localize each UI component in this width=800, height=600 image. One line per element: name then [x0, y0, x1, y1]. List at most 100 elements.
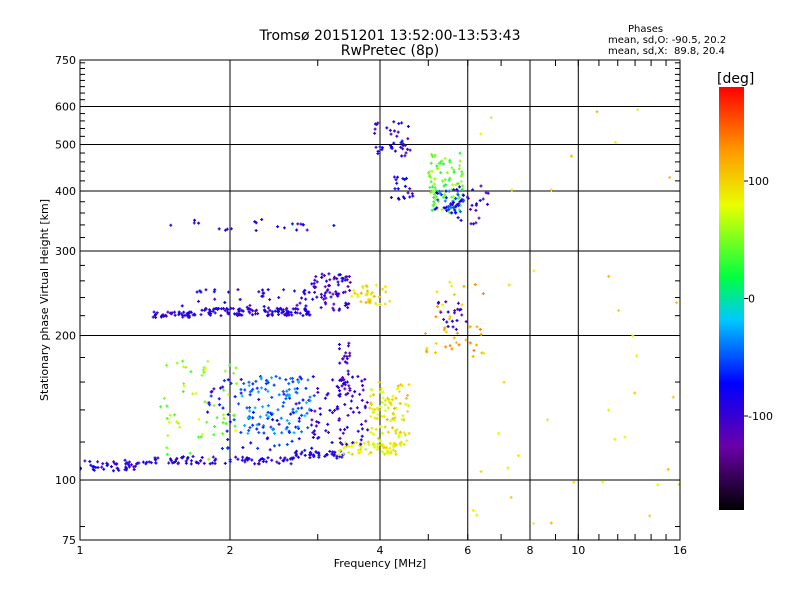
- data-point: [167, 420, 171, 424]
- data-point: [400, 139, 404, 143]
- data-point: [400, 121, 404, 125]
- data-point: [254, 379, 258, 383]
- data-point: [299, 377, 303, 381]
- data-point: [430, 153, 434, 157]
- data-point: [277, 422, 281, 426]
- data-point: [383, 409, 387, 413]
- data-point: [285, 442, 289, 446]
- data-point: [178, 425, 182, 429]
- data-point: [444, 183, 448, 187]
- data-point: [392, 141, 396, 145]
- data-point: [311, 297, 315, 301]
- data-point: [282, 288, 286, 292]
- data-point: [207, 401, 211, 405]
- data-point: [319, 306, 323, 310]
- data-point: [399, 440, 403, 444]
- data-point: [362, 441, 366, 445]
- data-point: [276, 312, 280, 316]
- chart-subtitle: RwPretec (8p): [340, 43, 440, 59]
- data-point: [261, 405, 265, 409]
- data-point: [254, 229, 258, 233]
- data-point: [258, 415, 262, 419]
- x-tick-label: 16: [673, 544, 687, 557]
- data-point: [506, 466, 510, 470]
- data-point: [392, 120, 396, 124]
- data-point: [347, 302, 351, 306]
- data-point: [356, 448, 360, 452]
- colorbar: [719, 87, 744, 510]
- data-point: [219, 314, 223, 318]
- data-point: [206, 410, 210, 414]
- data-point: [344, 393, 348, 397]
- data-point: [324, 296, 328, 300]
- data-point: [337, 418, 341, 422]
- data-point: [343, 360, 347, 364]
- data-point: [442, 317, 446, 321]
- data-point: [433, 192, 437, 196]
- data-point: [357, 451, 361, 455]
- data-point: [432, 196, 436, 200]
- data-point: [219, 307, 223, 311]
- data-point: [202, 368, 206, 372]
- data-point: [303, 448, 307, 452]
- data-point: [221, 406, 225, 410]
- data-point: [430, 169, 434, 173]
- axis-ticks: [79, 60, 681, 540]
- data-point: [326, 422, 330, 426]
- data-point: [272, 383, 276, 387]
- data-point: [92, 465, 96, 469]
- data-point: [364, 293, 368, 297]
- data-point: [453, 208, 457, 212]
- data-point: [338, 436, 342, 440]
- data-point: [344, 301, 348, 305]
- data-point: [285, 419, 289, 423]
- data-point: [356, 429, 360, 433]
- y-tick-labels: 75 100 200 300 400 500 600 750: [55, 54, 76, 547]
- data-point: [359, 442, 363, 446]
- data-point: [367, 452, 371, 456]
- data-point: [633, 391, 637, 395]
- data-point: [345, 275, 349, 279]
- data-point: [254, 312, 258, 316]
- data-point: [207, 457, 211, 461]
- data-point: [266, 389, 270, 393]
- data-point: [391, 394, 395, 398]
- data-point: [338, 361, 342, 365]
- data-point: [441, 162, 445, 166]
- data-point: [180, 304, 184, 308]
- data-point: [401, 414, 405, 418]
- data-point: [433, 351, 437, 355]
- data-point: [292, 411, 296, 415]
- data-point: [320, 272, 324, 276]
- data-point: [234, 455, 238, 459]
- data-point: [394, 178, 398, 182]
- data-point: [165, 446, 169, 450]
- data-point: [363, 404, 367, 408]
- data-point: [159, 405, 163, 409]
- data-point: [358, 392, 362, 396]
- data-point: [374, 145, 378, 149]
- data-point: [165, 363, 169, 367]
- data-point: [268, 309, 272, 313]
- data-point: [439, 171, 443, 175]
- data-point: [245, 456, 249, 460]
- data-point: [447, 207, 451, 211]
- data-point: [288, 396, 292, 400]
- data-point: [436, 198, 440, 202]
- data-point: [271, 418, 275, 422]
- data-point: [246, 431, 250, 435]
- data-point: [257, 290, 261, 294]
- data-point: [351, 441, 355, 445]
- data-point: [204, 307, 208, 311]
- data-point: [434, 315, 438, 319]
- data-point: [329, 295, 333, 299]
- data-point: [226, 290, 230, 294]
- data-point: [240, 458, 244, 462]
- data-point: [116, 466, 120, 470]
- data-point: [209, 310, 213, 314]
- data-point: [256, 390, 260, 394]
- data-point: [262, 291, 266, 295]
- data-point: [456, 216, 460, 220]
- data-point: [454, 183, 458, 187]
- data-point: [290, 439, 294, 443]
